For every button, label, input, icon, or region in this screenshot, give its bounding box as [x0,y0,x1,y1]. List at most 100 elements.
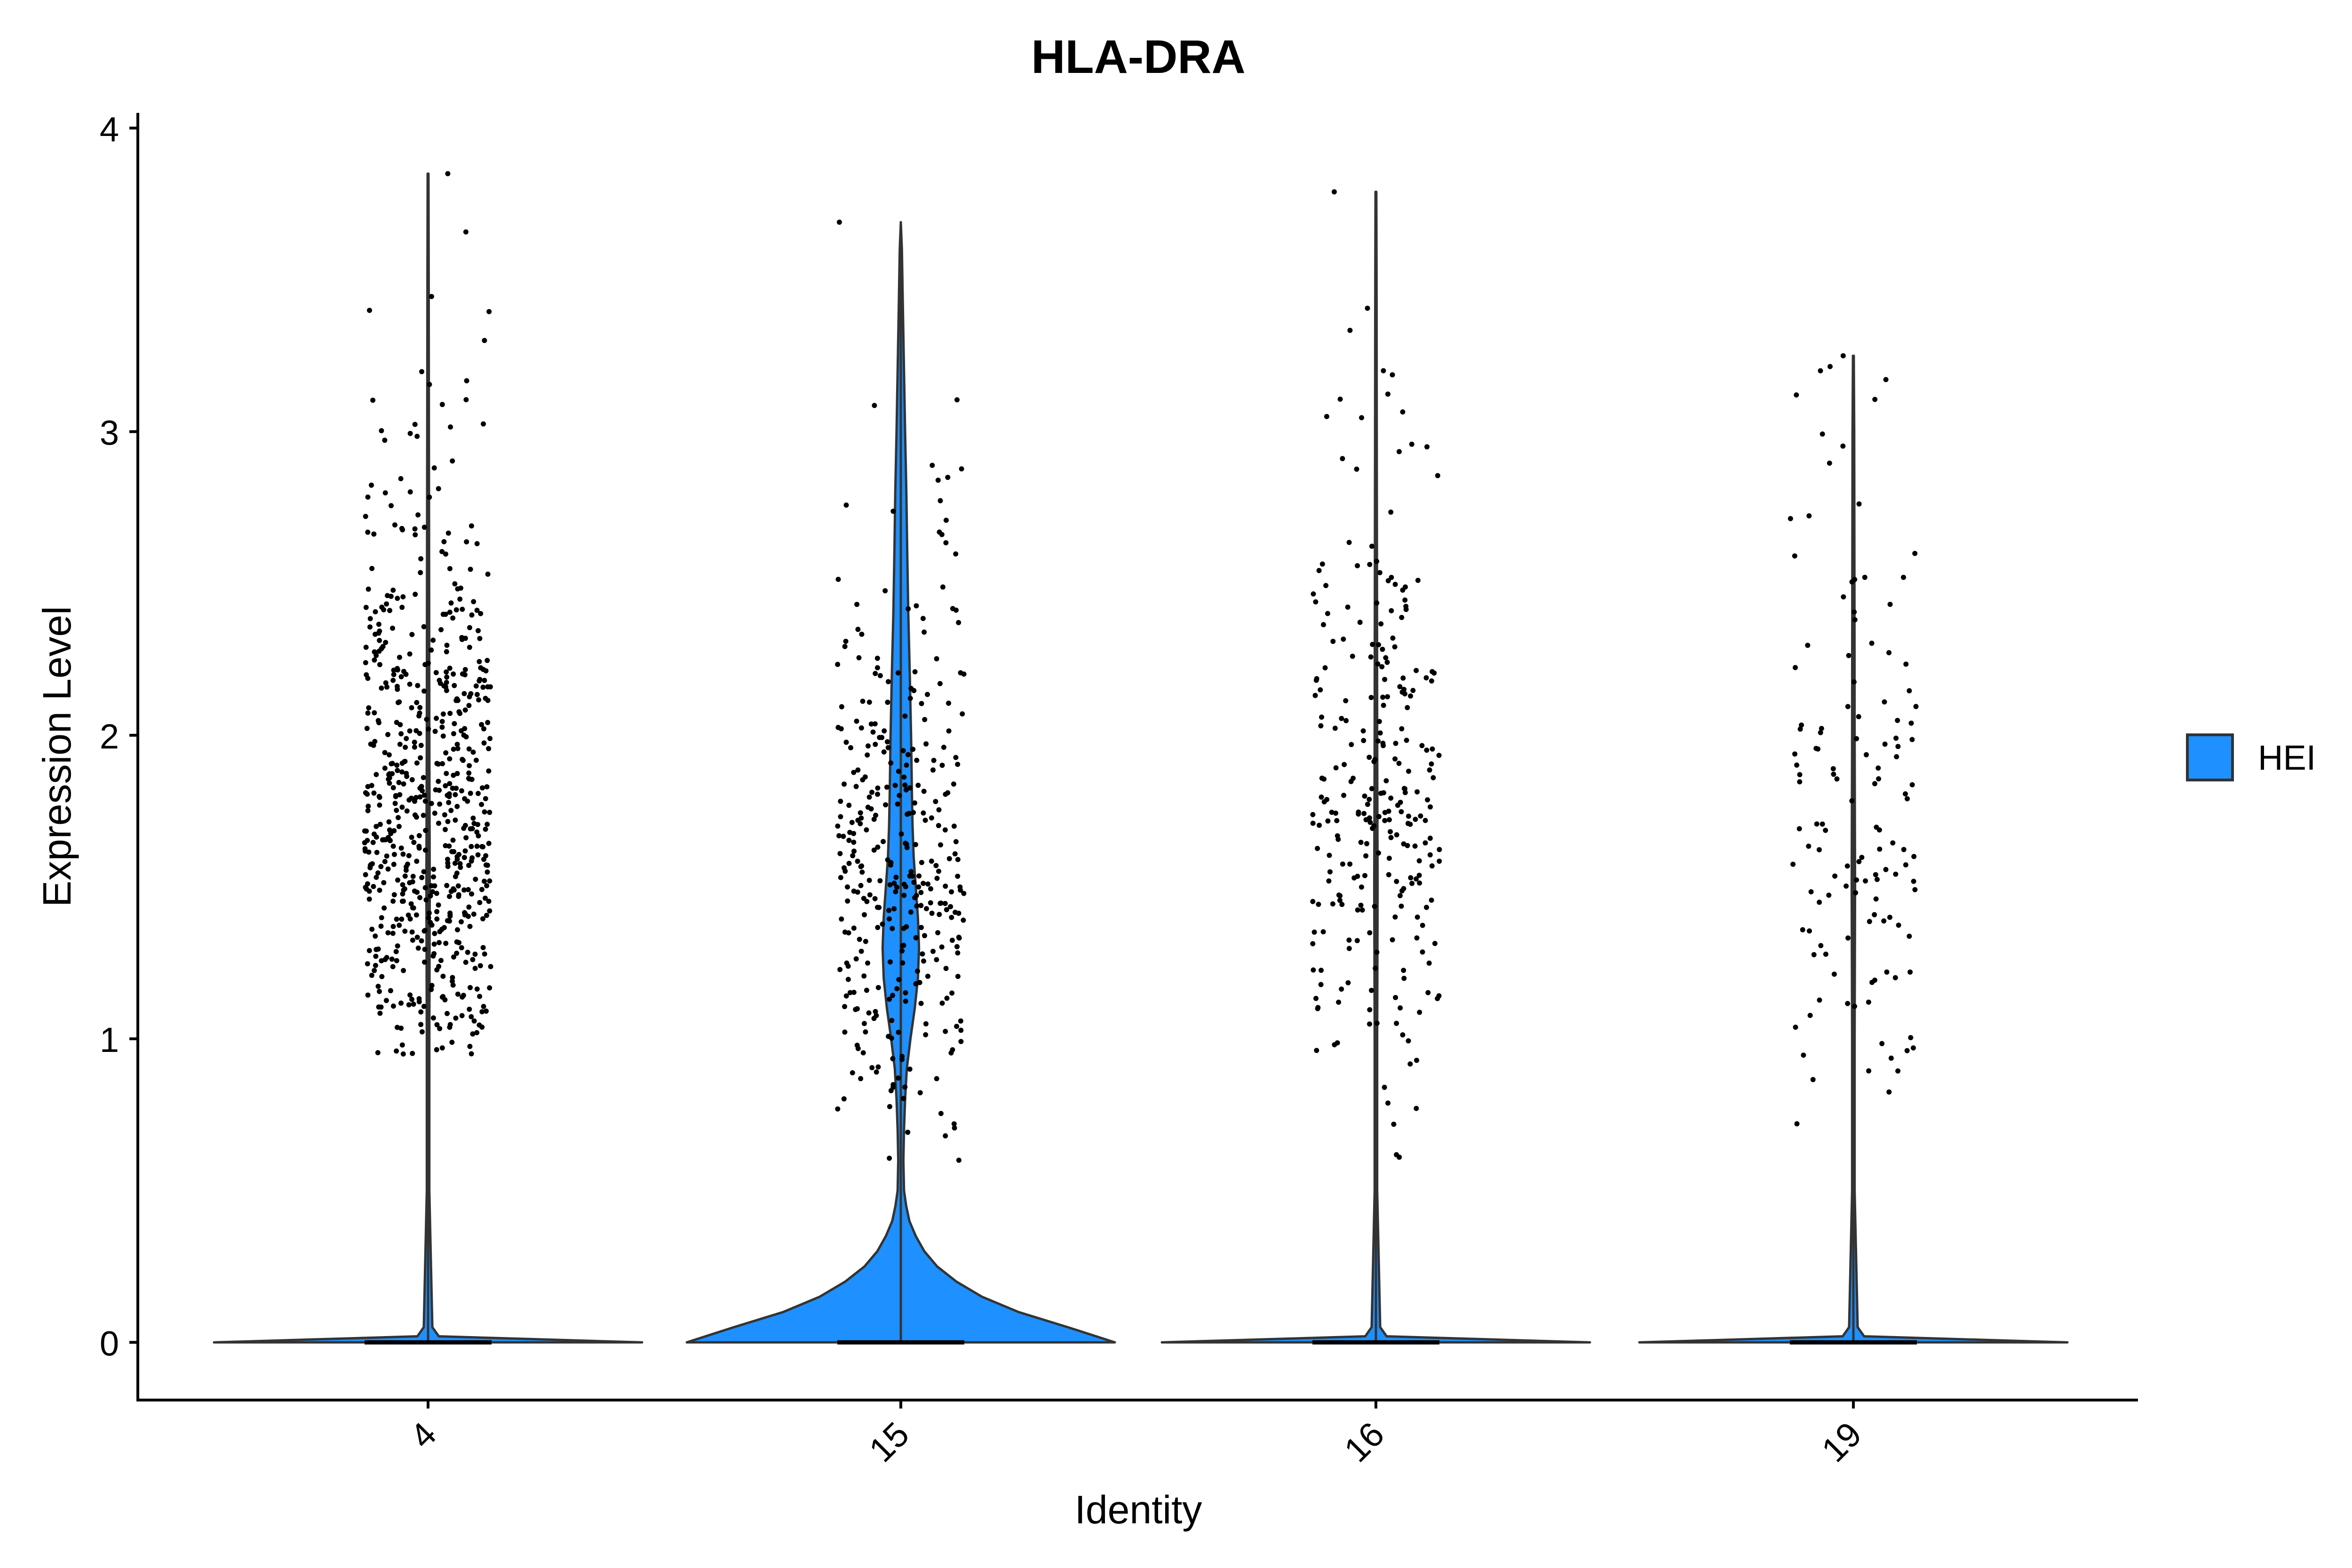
data-point [914,603,919,609]
data-point [391,828,397,834]
data-point [1907,933,1912,939]
data-point [951,1121,957,1127]
data-point [456,852,461,857]
data-point [407,728,413,734]
data-point [859,869,865,875]
data-point [431,867,437,872]
data-point [480,945,486,950]
data-point [469,891,474,897]
data-point [907,1067,913,1072]
data-point [479,887,485,892]
data-point [400,891,405,897]
data-point [925,881,931,887]
data-point [1807,1012,1813,1018]
data-point [1414,935,1420,941]
data-point [849,820,855,825]
data-point [1407,821,1413,827]
data-point [952,851,958,857]
data-point [855,627,861,632]
data-point [918,1001,924,1006]
data-point [450,975,455,980]
data-point [1841,594,1846,600]
data-point [1341,793,1347,798]
data-point [1818,943,1824,948]
data-point [486,768,492,774]
data-point [474,607,480,613]
data-point [835,661,841,667]
data-point [476,791,481,796]
data-point [1332,725,1338,731]
data-point [437,788,442,793]
data-point [1807,928,1812,934]
data-point [961,917,966,923]
data-point [1355,563,1360,568]
data-point [373,954,379,959]
data-point [448,808,454,813]
data-point [1310,812,1316,817]
data-point [928,886,933,891]
data-point [363,872,368,877]
data-point [1832,873,1838,879]
data-point [413,912,419,918]
data-point [475,822,481,828]
data-point [1414,915,1420,920]
data-point [467,1043,473,1049]
data-point [1853,890,1859,896]
data-point [1854,877,1859,883]
data-point [412,740,417,745]
data-point [935,478,941,483]
data-point [411,840,417,845]
data-point [458,585,463,591]
data-point [1339,716,1344,721]
data-point [406,853,412,859]
data-point [898,831,904,837]
data-point [402,886,407,891]
data-point [1365,305,1370,311]
data-point [447,756,453,762]
data-point [445,171,451,176]
data-point [1393,995,1398,1000]
data-point [839,704,844,709]
data-point [467,645,472,650]
data-point [366,948,372,954]
data-point [853,784,859,789]
data-point [406,797,412,803]
data-point [1431,670,1437,676]
data-point [1364,841,1369,846]
data-point [1402,691,1407,697]
data-point [484,784,490,789]
data-point [396,780,402,785]
data-point [865,752,870,758]
data-point [1399,888,1405,894]
data-point [454,950,460,956]
data-point [447,912,453,918]
data-point [477,963,483,969]
data-point [884,784,890,790]
data-point [940,584,946,590]
data-point [847,990,853,995]
data-point [365,881,370,887]
data-point [460,994,465,1000]
data-point [407,681,413,687]
data-point [1808,889,1814,895]
data-point [1811,952,1817,957]
data-point [850,1070,855,1075]
data-point [1828,364,1833,369]
data-point [851,848,857,854]
data-point [398,1000,404,1006]
data-point [1872,978,1877,983]
y-tick-label: 4 [100,110,119,149]
data-point [863,1029,868,1035]
data-point [390,844,396,849]
data-point [1320,929,1326,935]
data-point [465,798,470,804]
data-point [373,933,378,939]
data-point [1363,853,1369,859]
data-point [365,676,371,681]
data-point [443,551,448,557]
data-point [429,922,435,928]
data-point [1907,688,1912,693]
data-point [864,987,869,993]
data-point [1336,999,1342,1005]
data-point [891,880,897,886]
